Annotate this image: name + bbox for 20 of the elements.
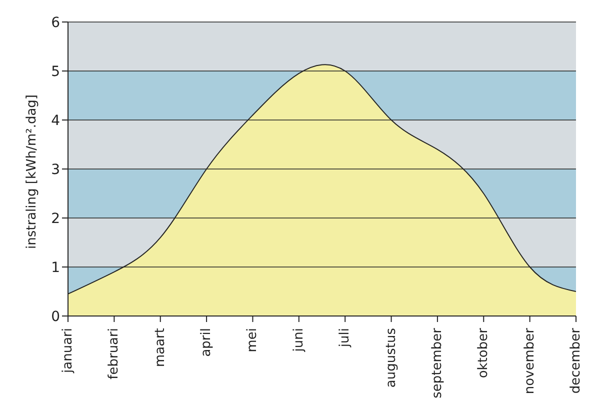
x-tick-label: juli bbox=[338, 328, 353, 348]
y-tick-label: 3 bbox=[51, 162, 60, 178]
y-tick-label: 5 bbox=[51, 64, 60, 80]
x-tick-label: november bbox=[522, 327, 538, 394]
x-tick-label: januari bbox=[60, 328, 76, 374]
y-tick-label: 4 bbox=[51, 112, 60, 129]
y-tick-label: 2 bbox=[51, 210, 60, 227]
x-tick-label: mei bbox=[245, 328, 260, 352]
y-tick-label: 1 bbox=[51, 260, 60, 276]
x-tick-label: juni bbox=[291, 328, 306, 353]
x-tick-label: december bbox=[568, 327, 584, 394]
y-tick-label: 6 bbox=[51, 14, 60, 31]
y-axis-title: instraling [kWh/m².dag] bbox=[24, 94, 40, 249]
y-tick-label: 0 bbox=[51, 308, 60, 325]
x-tick-label: februari bbox=[106, 328, 122, 380]
x-tick-label: augustus bbox=[384, 328, 399, 388]
x-tick-label: september bbox=[430, 327, 445, 398]
x-tick-label: april bbox=[199, 328, 214, 357]
x-tick-label: oktober bbox=[476, 327, 492, 378]
x-tick-label: maart bbox=[152, 328, 168, 368]
